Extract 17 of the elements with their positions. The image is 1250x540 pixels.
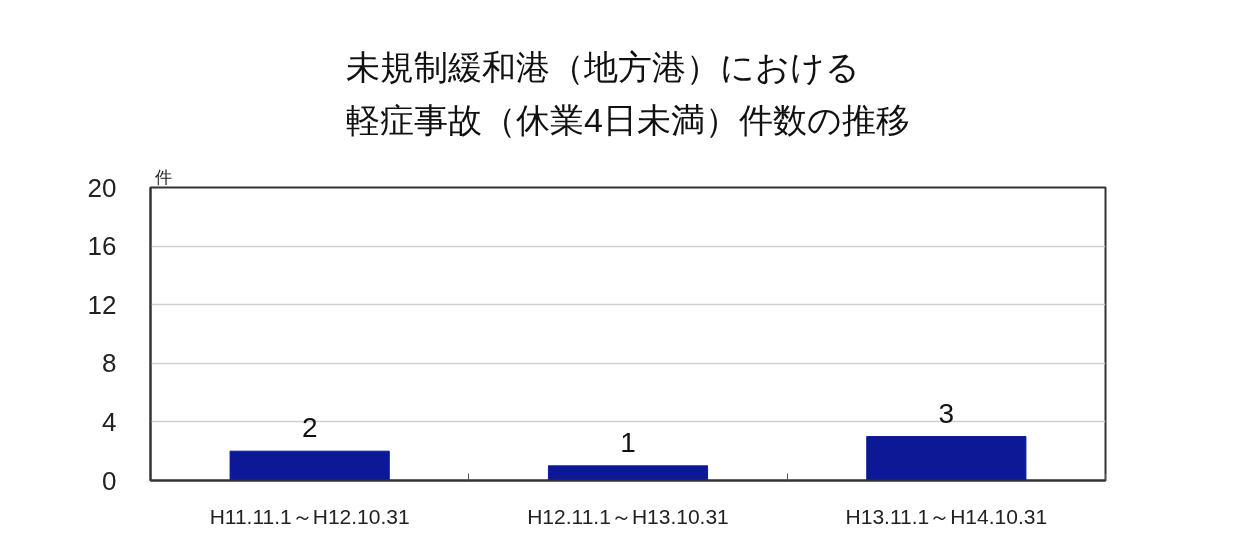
bar: [229, 450, 390, 481]
data-label: 1: [620, 426, 636, 458]
x-tick-label: H13.11.1～H14.10.31: [845, 504, 1048, 528]
chart-title: 未規制緩和港（地方港）における軽症事故（休業4日未満）件数の推移: [346, 48, 910, 140]
y-tick-label: 8: [102, 348, 117, 379]
x-tick-label: H11.11.1～H12.10.31: [209, 504, 410, 528]
y-tick-label: 20: [87, 172, 117, 203]
y-axis-title: 件: [154, 167, 172, 187]
y-tick-label: 4: [102, 406, 117, 437]
y-tick-label: 16: [87, 231, 117, 262]
data-label: 3: [938, 397, 955, 429]
bar: [866, 436, 1027, 481]
data-label: 2: [301, 412, 318, 444]
y-tick-label: 0: [102, 465, 117, 496]
y-tick-label: 12: [87, 289, 117, 320]
bar: [547, 465, 709, 481]
x-tick-label: H12.11.1～H13.10.31: [527, 504, 729, 528]
